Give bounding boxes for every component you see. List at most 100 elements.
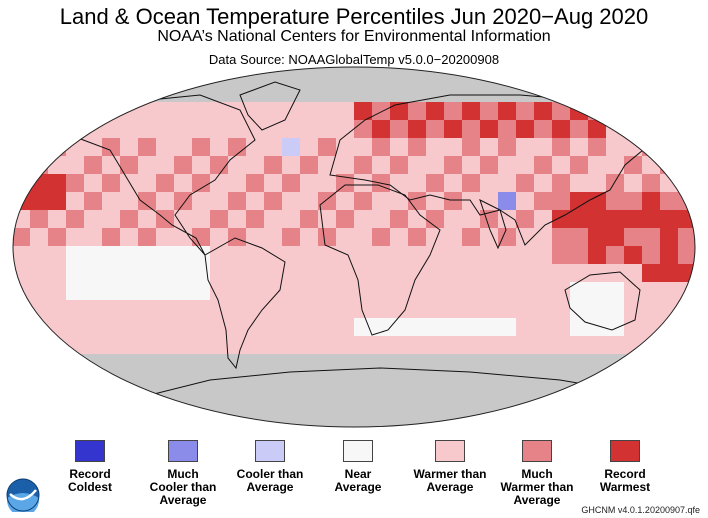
percentile-cell <box>624 192 642 210</box>
percentile-cell <box>408 426 426 427</box>
percentile-cell <box>228 228 246 246</box>
percentile-cell <box>444 228 462 246</box>
percentile-cell <box>48 120 66 138</box>
percentile-cell <box>588 318 606 336</box>
percentile-cell <box>678 390 695 408</box>
percentile-cell <box>426 264 444 282</box>
percentile-cell <box>120 228 138 246</box>
percentile-cell <box>696 66 708 84</box>
percentile-cell <box>120 318 138 336</box>
percentile-cell <box>336 84 354 102</box>
percentile-cell <box>516 282 534 300</box>
percentile-cell <box>552 408 570 426</box>
percentile-cell <box>462 390 480 408</box>
greenland-outline <box>239 81 301 131</box>
percentile-cell <box>102 282 120 300</box>
legend-item-cooler: Cooler than Average <box>220 440 320 494</box>
percentile-cell <box>660 336 678 354</box>
percentile-cell <box>66 372 84 390</box>
australia-outline <box>564 271 641 331</box>
percentile-cell <box>498 372 516 390</box>
percentile-cell <box>534 354 552 372</box>
percentile-cell <box>444 372 462 390</box>
percentile-cell <box>210 246 228 264</box>
percentile-cell <box>66 228 84 246</box>
percentile-cell <box>552 120 570 138</box>
percentile-cell <box>552 372 570 390</box>
legend-swatch <box>435 440 465 462</box>
percentile-cell <box>30 156 48 174</box>
percentile-cell <box>30 102 48 120</box>
percentile-cell <box>192 300 210 318</box>
percentile-cell <box>66 138 84 156</box>
percentile-cell <box>66 120 84 138</box>
percentile-cell <box>642 210 660 228</box>
percentile-cell <box>696 192 708 210</box>
percentile-cell <box>102 228 120 246</box>
percentile-cell <box>318 408 336 426</box>
world-temperature-map <box>12 66 708 428</box>
percentile-cell <box>570 354 588 372</box>
percentile-cell <box>282 372 300 390</box>
percentile-cell <box>534 300 552 318</box>
percentile-cell <box>588 264 606 282</box>
percentile-cell <box>318 336 336 354</box>
percentile-cell <box>174 156 192 174</box>
percentile-cell <box>48 84 66 102</box>
percentile-cell <box>84 192 102 210</box>
percentile-cell <box>462 282 480 300</box>
percentile-cell <box>444 282 462 300</box>
percentile-cell <box>462 174 480 192</box>
percentile-cell <box>606 228 624 246</box>
percentile-cell <box>498 67 516 84</box>
percentile-cell <box>66 156 84 174</box>
percentile-cell <box>264 67 282 84</box>
percentile-cell <box>408 336 426 354</box>
percentile-cell <box>228 390 246 408</box>
percentile-cell <box>300 282 318 300</box>
percentile-cell <box>588 372 606 390</box>
percentile-cell <box>282 156 300 174</box>
percentile-cell <box>660 210 678 228</box>
percentile-cell <box>156 174 174 192</box>
percentile-cell <box>354 84 372 102</box>
percentile-cell <box>498 102 516 120</box>
percentile-cell <box>426 174 444 192</box>
percentile-cell <box>336 372 354 390</box>
percentile-cell <box>444 390 462 408</box>
percentile-cell <box>390 318 408 336</box>
percentile-cell <box>318 264 336 282</box>
percentile-cell <box>300 372 318 390</box>
percentile-cell <box>480 102 498 120</box>
legend-swatch <box>168 440 198 462</box>
percentile-cell <box>534 282 552 300</box>
percentile-cell <box>534 228 552 246</box>
percentile-cell <box>30 282 48 300</box>
percentile-cell <box>138 210 156 228</box>
percentile-cell <box>264 120 282 138</box>
percentile-cell <box>480 264 498 282</box>
percentile-cell <box>480 120 498 138</box>
percentile-cell <box>318 246 336 264</box>
percentile-cell <box>13 67 30 84</box>
percentile-cell <box>444 336 462 354</box>
percentile-cell <box>696 336 708 354</box>
percentile-cell <box>498 192 516 210</box>
percentile-cell <box>516 228 534 246</box>
percentile-cell <box>516 264 534 282</box>
percentile-cell <box>570 156 588 174</box>
percentile-cell <box>408 102 426 120</box>
percentile-cell <box>354 300 372 318</box>
percentile-cell <box>120 390 138 408</box>
percentile-cell <box>264 318 282 336</box>
percentile-cell <box>138 120 156 138</box>
percentile-cell <box>570 282 588 300</box>
percentile-cell <box>408 156 426 174</box>
eurasia-outline <box>329 94 656 246</box>
percentile-cell <box>390 336 408 354</box>
percentile-cell <box>534 102 552 120</box>
percentile-cell <box>516 318 534 336</box>
percentile-cell <box>120 120 138 138</box>
percentile-cell <box>48 264 66 282</box>
percentile-cell <box>444 354 462 372</box>
